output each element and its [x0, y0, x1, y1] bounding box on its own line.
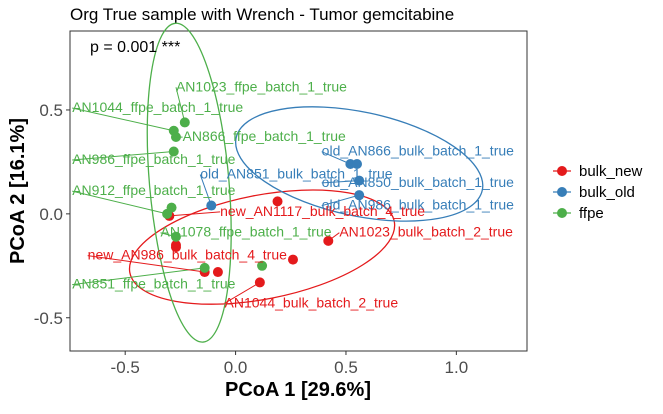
- legend-key-bulk_new: [557, 166, 567, 176]
- point-label: AN1044_ffpe_batch_1_true: [72, 99, 243, 115]
- point-ffpe: [167, 203, 177, 213]
- point-bulk_new: [255, 277, 265, 287]
- point-bulk_old: [206, 201, 216, 211]
- plot-area: -0.5 0.0 0.5 1.0 -0.5 0.0 0.5 AN1023_ffpe_batch…: [34, 20, 527, 377]
- chart-title: Org True sample with Wrench - Tumor gemc…: [70, 5, 454, 24]
- point-label: AN912_ffpe_batch_1_true: [72, 182, 235, 198]
- legend-label-bulk_old: bulk_old: [579, 184, 635, 201]
- y-tick-label: 0.0: [39, 205, 63, 224]
- point-ffpe: [200, 263, 210, 273]
- x-axis-label: PCoA 1 [29.6%]: [225, 379, 371, 401]
- point-label: old_AN866_bulk_batch_1_true: [322, 143, 514, 159]
- p-value-annotation: p = 0.001 ***: [90, 39, 180, 56]
- y-axis-label: PCoA 2 [16.1%]: [7, 118, 29, 264]
- y-tick-label: -0.5: [34, 309, 63, 328]
- x-tick-label: 0.0: [224, 358, 248, 377]
- point-label: AN1044_bulk_batch_2_true: [225, 294, 399, 310]
- point-label: new_AN1117_bulk_batch_4_true: [220, 203, 425, 219]
- legend-key-bulk_old: [557, 187, 567, 197]
- point-label: AN851_ffpe_batch_1_true: [72, 276, 235, 292]
- legend-label-bulk_new: bulk_new: [579, 163, 643, 180]
- point-label: AN1023_ffpe_batch_1_true: [176, 78, 347, 94]
- point-label: AN1023_bulk_batch_2_true: [339, 224, 513, 240]
- point-bulk_new: [288, 255, 298, 265]
- point-label: new_AN986_bulk_batch_4_true: [88, 247, 287, 263]
- x-tick-label: -0.5: [111, 358, 140, 377]
- point-ffpe: [171, 132, 181, 142]
- point-label: old_AN850_bulk_batch_1_true: [322, 174, 514, 190]
- point-label: AN1078_ffpe_batch_1_true: [161, 224, 332, 240]
- x-tick-label: 0.5: [334, 358, 358, 377]
- x-tick-label: 1.0: [445, 358, 469, 377]
- legend-key-ffpe: [557, 208, 567, 218]
- point-ffpe: [180, 117, 190, 127]
- y-tick-label: 0.5: [39, 101, 63, 120]
- legend-label-ffpe: ffpe: [579, 205, 604, 222]
